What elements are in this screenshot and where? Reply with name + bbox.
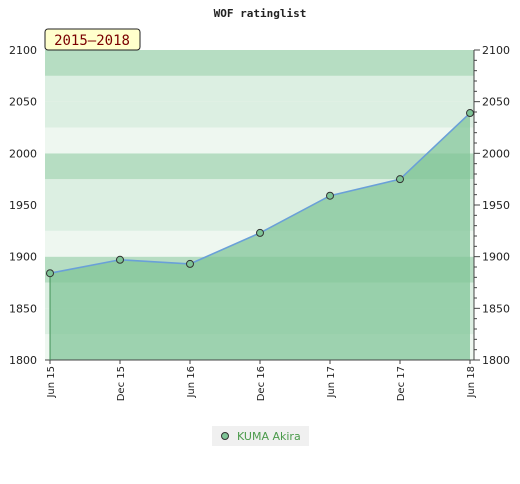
y-tick-label-left: 1900	[9, 251, 37, 264]
data-point	[396, 175, 404, 184]
y-tick-label-right: 2000	[482, 147, 510, 160]
y-tick-label-right: 2050	[482, 96, 510, 109]
period-badge: 2015–2018	[44, 28, 141, 51]
legend-box	[212, 426, 309, 446]
y-tick-label-left: 1850	[9, 302, 37, 315]
data-point	[46, 269, 54, 278]
y-tick-label-right: 1900	[482, 251, 510, 264]
x-tick-label: Jun 15	[46, 366, 57, 399]
chart-title: WOF ratinglist	[214, 7, 307, 20]
period-badge-label: 2015–2018	[54, 33, 130, 49]
axes: 1800 1800 1850 1850 1900 1900 1950 1950 2000 2000…	[9, 44, 510, 401]
x-tick-label: Dec 15	[116, 366, 127, 401]
legend-label: KUMA Akira	[237, 430, 301, 443]
y-tick-label-left: 2050	[9, 96, 37, 109]
data-point	[186, 259, 194, 268]
x-tick-label: Dec 17	[396, 366, 407, 401]
data-point	[116, 255, 124, 264]
data-point	[326, 191, 334, 200]
x-tick-label: Jun 18	[466, 366, 477, 399]
x-tick-label: Jun 17	[326, 366, 337, 399]
legend-marker	[221, 432, 229, 440]
x-tick-label: Jun 16	[186, 366, 197, 399]
background-band	[45, 50, 474, 76]
background-band	[45, 75, 474, 102]
y-tick-label-left: 2100	[9, 44, 37, 57]
y-tick-label-right: 1850	[482, 302, 510, 315]
y-tick-label-right: 1950	[482, 199, 510, 212]
y-tick-label-left: 2000	[9, 147, 37, 160]
data-point	[466, 109, 474, 118]
y-tick-label-left: 1800	[9, 354, 37, 367]
background-band	[45, 153, 474, 180]
data-point	[256, 228, 264, 237]
y-tick-label-right: 2100	[482, 44, 510, 57]
y-tick-label-left: 1950	[9, 199, 37, 212]
data-marks	[46, 109, 474, 360]
background-band	[45, 127, 474, 154]
legend[interactable]: KUMA Akira	[212, 426, 309, 446]
background-band	[45, 101, 474, 128]
x-tick-label: Dec 16	[256, 366, 267, 401]
period-badge-box	[44, 28, 141, 51]
y-tick-label-right: 1800	[482, 354, 510, 367]
